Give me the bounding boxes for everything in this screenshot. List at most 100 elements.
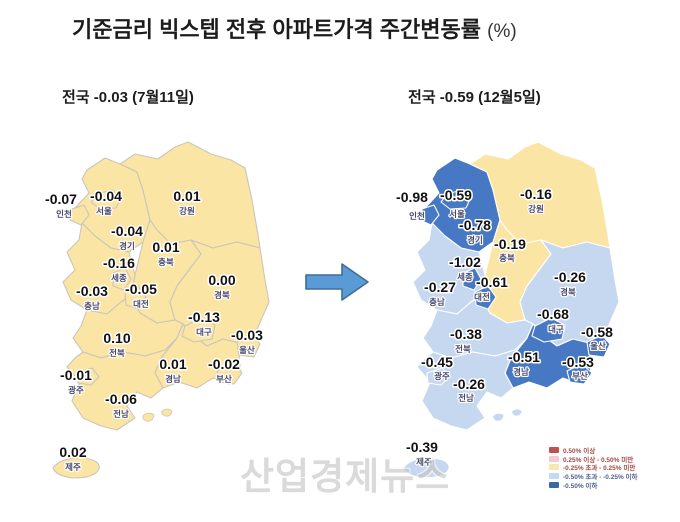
- region-value-gwangju: -0.01: [60, 367, 92, 383]
- region-name-chungnam: 충남: [84, 301, 100, 311]
- region-incheon: [69, 204, 90, 226]
- region-value-chungnam: -0.27: [424, 279, 456, 295]
- region-value-jeonbuk: -0.38: [450, 326, 482, 342]
- legend-swatch-2: [549, 464, 559, 471]
- region-gwangju: [76, 367, 100, 386]
- korea-map-after: -0.78 경기 -0.16 강원 -0.19 충북 -0.27 충남 -0.26 경북 -0.38…: [375, 130, 635, 482]
- region-value-busan: -0.53: [562, 354, 594, 370]
- islands-decoration: [142, 408, 173, 422]
- region-name-gwangju: 광주: [434, 371, 450, 381]
- legend-label-2: -0.25% 초과 - 0.25% 미만: [563, 465, 636, 473]
- region-name-sejong: 세종: [457, 272, 473, 282]
- region-name-gyeongnam: 경남: [165, 374, 181, 384]
- region-value-chungbuk: -0.19: [494, 236, 526, 252]
- region-busan: [566, 363, 593, 385]
- region-value-gyeongbuk: 0.00: [208, 272, 235, 288]
- legend: 0.50% 이상 0.25% 이상 - 0.50% 미만 -0.25% 초과 - 0…: [549, 446, 669, 490]
- region-sejong: [112, 267, 132, 291]
- islands-decoration: [492, 408, 523, 422]
- region-value-gyeonggi: -0.78: [459, 217, 491, 233]
- region-value-gwangju: -0.45: [421, 354, 453, 370]
- region-name-gwangju: 광주: [68, 385, 84, 395]
- left-map-svg: -0.04 경기 0.01 강원 0.01 충북 -0.03 충남 0.00 경북 0.10 전북 0.…: [44, 141, 270, 479]
- region-jeonnam: [416, 337, 528, 431]
- region-name-gyeongbuk: 경북: [214, 290, 230, 300]
- region-seoul: [440, 189, 472, 210]
- region-value-jeonnam: -0.06: [105, 391, 137, 407]
- region-name-gangwon: 강원: [528, 204, 544, 214]
- right-arrow-icon: [305, 263, 369, 301]
- region-name-gyeongbuk: 경북: [560, 287, 576, 297]
- korea-map-before: -0.04 경기 0.01 강원 0.01 충북 -0.03 충남 0.00 경북 0.10 전북 0.…: [25, 130, 285, 482]
- region-name-seoul: 서울: [96, 206, 112, 216]
- region-name-ulsan: 울산: [590, 341, 606, 351]
- region-sejong: [462, 267, 482, 291]
- legend-swatch-1: [549, 455, 559, 462]
- region-seoul: [90, 189, 122, 210]
- legend-item-3: -0.50% 초과 - -0.25% 이하: [549, 472, 669, 481]
- region-jeju: [52, 457, 100, 479]
- region-name-daegu: 대구: [196, 327, 212, 337]
- region-value-gyeongnam: -0.51: [508, 349, 540, 365]
- region-incheon: [419, 204, 440, 226]
- region-value-sejong: -1.02: [449, 254, 481, 270]
- legend-label-1: 0.25% 이상 - 0.50% 미만: [563, 456, 634, 464]
- page-title-unit: (%): [487, 21, 517, 42]
- region-name-jeonbuk: 전북: [109, 348, 125, 358]
- region-daejeon: [474, 285, 497, 310]
- region-name-incheon: 인천: [409, 211, 425, 221]
- region-value-jeju: 0.02: [59, 444, 86, 460]
- region-value-seoul: -0.59: [440, 187, 472, 203]
- page-title-text: 기준금리 빅스텝 전후 아파트가격 주간변동률: [72, 17, 482, 42]
- legend-item-4: -0.50% 이하: [549, 480, 669, 490]
- region-name-jeju: 제주: [65, 462, 81, 472]
- region-name-seoul: 서울: [449, 209, 465, 219]
- region-name-ulsan: 울산: [239, 345, 255, 355]
- region-value-gyeongbuk: -0.26: [554, 269, 586, 285]
- region-jeju: [402, 457, 450, 479]
- region-gwangju: [426, 367, 450, 386]
- region-value-incheon: -0.07: [45, 191, 77, 207]
- page-title: 기준금리 빅스텝 전후 아파트가격 주간변동률 (%): [72, 12, 517, 44]
- region-ulsan: [236, 334, 261, 358]
- region-value-gangwon: 0.01: [173, 188, 200, 204]
- region-name-busan: 부산: [572, 371, 588, 381]
- legend-label-4: -0.50% 이하: [563, 482, 598, 490]
- region-name-jeonbuk: 전북: [455, 344, 471, 354]
- region-daejeon: [124, 285, 147, 310]
- region-name-gangwon: 강원: [179, 206, 195, 216]
- legend-label-0: 0.50% 이상: [563, 448, 596, 456]
- region-value-daejeon: -0.05: [125, 281, 157, 297]
- region-value-jeju: -0.39: [406, 439, 438, 455]
- watermark: 산업경제뉴스: [240, 456, 451, 497]
- region-name-chungbuk: 충북: [499, 253, 515, 263]
- legend-item-0: 0.50% 이상: [549, 446, 669, 455]
- region-value-gangwon: -0.16: [520, 186, 552, 202]
- left-map-subtitle: 전국 -0.03 (7월11일): [62, 89, 194, 106]
- region-name-gyeonggi: 경기: [467, 235, 483, 245]
- region-value-chungbuk: 0.01: [152, 239, 179, 255]
- region-value-daejeon: -0.61: [476, 274, 508, 290]
- region-daegu: [531, 317, 566, 343]
- region-name-gyeongnam: 경남: [513, 367, 529, 377]
- region-value-gyeongnam: 0.01: [159, 356, 186, 372]
- region-value-daegu: -0.68: [537, 306, 569, 322]
- region-ulsan: [586, 334, 611, 358]
- region-name-incheon: 인천: [56, 209, 72, 219]
- region-value-ulsan: -0.03: [231, 327, 263, 343]
- region-value-sejong: -0.16: [103, 255, 135, 271]
- region-name-daejeon: 대전: [133, 299, 149, 309]
- legend-swatch-4: [549, 481, 559, 488]
- region-value-jeonbuk: 0.10: [103, 330, 130, 346]
- legend-swatch-3: [549, 473, 559, 480]
- region-jeonnam: [66, 337, 178, 431]
- legend-swatch-0: [549, 447, 559, 454]
- region-name-jeonnam: 전남: [113, 409, 129, 419]
- region-value-seoul: -0.04: [90, 188, 122, 204]
- region-name-gyeonggi: 경기: [119, 241, 135, 251]
- region-name-daejeon: 대전: [474, 292, 490, 302]
- region-name-jeonnam: 전남: [458, 393, 474, 403]
- region-name-busan: 부산: [216, 374, 232, 384]
